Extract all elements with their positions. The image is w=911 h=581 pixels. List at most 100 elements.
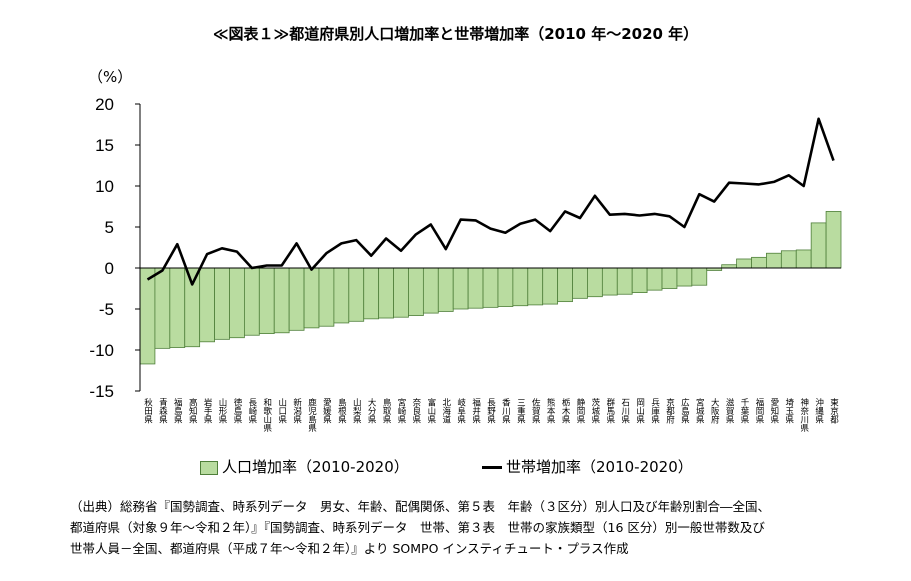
bar-population [661,267,678,289]
x-category-label: 徳島県 [232,397,242,424]
x-category-label: 奈良県 [411,397,421,424]
x-category-label: 長崎県 [247,398,257,424]
y-tick-label: -5 [99,300,114,319]
bar-population [169,267,186,348]
bar-population [780,250,797,269]
x-category-label: 和歌山県 [262,398,272,433]
y-tick-label: 10 [95,177,114,196]
y-tick-label: -10 [89,341,114,360]
x-category-label: 広島県 [679,397,689,424]
bar-population [572,267,588,299]
bar-population [303,267,320,329]
x-category-label: 宮城県 [694,397,704,424]
x-category-label: 大分県 [366,397,376,424]
bar-population [512,267,529,307]
legend-item-population: 人口増加率（2010-2020） [200,456,409,477]
x-category-label: 青森県 [157,397,167,424]
x-category-label: 福岡県 [754,397,764,424]
legend-line-swatch [482,466,502,469]
bar-population [497,267,514,307]
bar-population [795,249,812,269]
y-axis-unit-label: （%） [88,68,133,86]
bar-population [348,267,365,322]
x-category-label: 島根県 [336,397,346,424]
bar-population [810,222,827,269]
x-category-label: 滋賀県 [724,397,734,424]
bar-population [646,267,663,291]
y-tick-label: 20 [95,95,114,114]
x-category-label: 富山県 [426,397,436,424]
bar-population [616,267,633,295]
bar-population [363,267,380,320]
bar-population [542,267,559,305]
bar-population [452,267,469,310]
bar-population [318,267,335,327]
x-category-label: 北海道 [441,398,451,424]
bar-population [631,267,648,294]
x-category-label: 鹿児島県 [307,397,317,433]
bar-population [154,267,171,349]
legend-line-label: 世帯増加率（2010-2020） [506,458,693,476]
x-category-label: 石川県 [620,398,630,424]
bar-population [437,267,454,312]
bar-population [527,267,544,306]
bar-population [184,267,201,348]
bar-population [273,267,290,334]
x-category-label: 香川県 [500,397,510,424]
source-line-1: （出典）総務省『国勢調査、時系列データ 男女、年齢、配偶関係、第５表 年齢（３区… [70,499,771,514]
x-category-label: 京都府 [664,397,674,424]
line-household [146,117,835,286]
x-category-label: 沖縄県 [814,397,824,424]
bar-population [482,267,499,308]
x-category-label: 山梨県 [351,397,361,424]
x-category-label: 岩手県 [202,397,212,424]
bar-population [766,252,782,269]
x-category-label: 新潟県 [292,397,302,424]
bar-population [139,267,156,365]
x-category-label: 山口県 [277,397,287,424]
x-category-label: 栃木県 [560,397,570,424]
x-category-label: 東京都 [829,397,839,424]
chart-title: ≪図表１≫都道府県別人口増加率と世帯増加率（2010 年～2020 年） [212,25,699,43]
source-note: （出典）総務省『国勢調査、時系列データ 男女、年齢、配偶関係、第５表 年齢（３区… [70,496,870,559]
bar-population [676,267,693,287]
bar-population [214,267,230,340]
bar-population [751,256,767,269]
x-category-label: 福島県 [172,397,182,424]
x-category-label: 鳥取県 [381,397,391,424]
x-category-label: 岐阜県 [456,397,466,424]
bar-population [691,267,708,286]
y-tick-label: 15 [95,136,114,155]
chart-plot: -15 -10 -5 0 5 10 15 20 秋田県 青森県 福島県 高知県 岩手県 山形県 徳島県 長崎… [89,95,842,433]
legend-bar-swatch [200,460,218,475]
bar-population [378,267,394,319]
x-category-label: 埼玉県 [784,397,794,424]
x-category-label: 福井県 [471,397,481,424]
x-category-label: 秋田県 [142,397,152,424]
y-tick-label: 0 [105,259,114,278]
legend-bar-label: 人口増加率（2010-2020） [222,458,409,476]
y-tick-label: 5 [105,218,114,237]
x-category-label: 山形県 [217,397,227,424]
source-line-3: 世帯人員－全国、都道府県（平成７年～令和２年）』より SOMPO インスティチュ… [70,541,629,556]
x-category-label: 宮崎県 [396,397,406,424]
bar-population [557,267,573,303]
x-category-label: 三重県 [515,398,525,424]
x-category-label: 神奈川県 [799,397,809,433]
x-category-label: 茨城県 [590,397,600,424]
x-category-label: 長野県 [486,398,496,424]
chart-legend: 人口増加率（2010-2020） 世帯増加率（2010-2020） [0,456,911,480]
bar-population [288,267,305,331]
legend-item-household: 世帯増加率（2010-2020） [482,456,693,477]
x-category-label: 佐賀県 [530,397,540,424]
bar-population [736,258,752,269]
x-category-label: 高知県 [187,397,197,424]
source-line-2: 都道府県（対象９年～令和２年）』『国勢調査、時系列データ 世帯、第３表 世帯の家… [70,520,765,535]
bar-population [408,267,424,316]
bar-population [601,267,618,296]
x-category-label: 岡山県 [635,398,645,424]
bar-population [467,267,484,309]
bar-population [244,267,260,336]
bar-population [229,267,245,339]
x-category-label: 千葉県 [739,397,749,424]
